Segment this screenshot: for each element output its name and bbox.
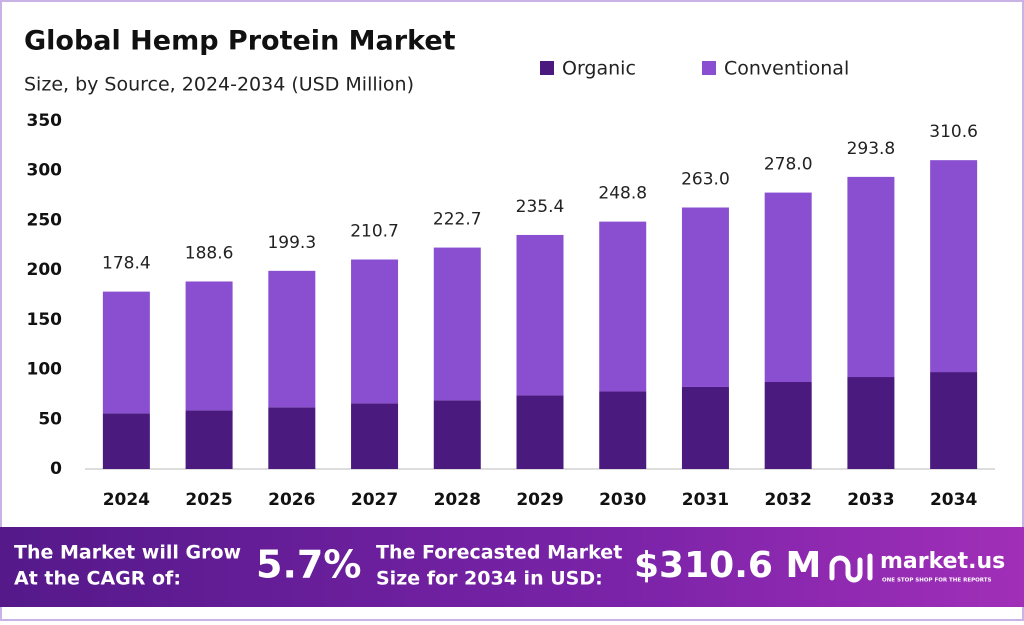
legend-label: Organic [562,58,636,80]
x-tick-label: 2024 [103,490,150,510]
bar-segment [847,176,895,378]
x-tick-label: 2032 [765,490,812,510]
brand-logo [829,553,873,583]
legend-label: Conventional [724,58,849,80]
forecast-text: Size for 2034 in USD: [376,568,603,590]
x-tick-label: 2034 [930,490,977,510]
x-tick-label: 2025 [185,490,232,510]
legend-swatch [702,61,716,75]
bar-segment [102,291,150,414]
cagr-text: At the CAGR of: [14,568,181,590]
forecast-value: $310.6 M [634,545,821,586]
y-tick-label: 200 [27,260,63,280]
x-tick-label: 2030 [599,490,646,510]
bar-segment [599,221,647,392]
value-label: 199.3 [267,233,316,253]
bar-segment [268,407,316,469]
legend-swatch [540,61,554,75]
chart-title: Global Hemp Protein Market [24,26,456,57]
chart-subtitle: Size, by Source, 2024-2034 (USD Million) [24,74,414,96]
bar-segment [516,234,564,396]
y-tick-label: 0 [50,459,62,479]
bar-segment [930,372,978,469]
footer-banner [0,527,1024,607]
value-label: 310.6 [929,122,978,142]
bar-segment [185,281,233,411]
value-label: 235.4 [516,197,565,217]
value-label: 188.6 [185,243,234,263]
brand-tagline: ONE STOP SHOP FOR THE REPORTS [882,578,992,584]
x-tick-label: 2026 [268,490,315,510]
x-tick-label: 2029 [516,490,563,510]
value-label: 263.0 [681,170,730,190]
y-tick-label: 100 [27,360,63,380]
bar-segment [681,386,729,469]
y-tick-label: 350 [27,111,63,131]
bar-segment [930,160,978,373]
bar-segment [681,207,729,387]
y-tick-label: 150 [27,310,63,330]
bar-segment [433,247,481,401]
brand-name: market.us [880,549,1005,574]
forecast-text: The Forecasted Market [376,542,622,564]
bar-segment [847,377,895,469]
value-label: 210.7 [350,222,399,242]
bar-segment [268,270,316,408]
bar-segment [185,410,233,469]
bar-segment [516,395,564,469]
bar-segment [102,413,150,469]
cagr-text: The Market will Grow [14,542,241,564]
bar-segment [599,391,647,469]
y-tick-label: 50 [38,409,62,429]
cagr-value: 5.7% [256,543,361,587]
bar-segment [764,192,812,382]
bar-segment [764,382,812,469]
value-label: 248.8 [598,184,647,204]
value-label: 278.0 [764,155,813,175]
bar-segment [351,259,399,404]
y-tick-label: 300 [27,161,63,181]
x-tick-label: 2027 [351,490,398,510]
value-label: 222.7 [433,210,482,230]
x-tick-label: 2031 [682,490,729,510]
bar-segment [351,403,399,469]
y-tick-label: 250 [27,210,63,230]
value-label: 293.8 [847,139,896,159]
value-label: 178.4 [102,254,151,274]
x-tick-label: 2033 [847,490,894,510]
bar-segment [433,400,481,469]
x-tick-label: 2028 [434,490,481,510]
